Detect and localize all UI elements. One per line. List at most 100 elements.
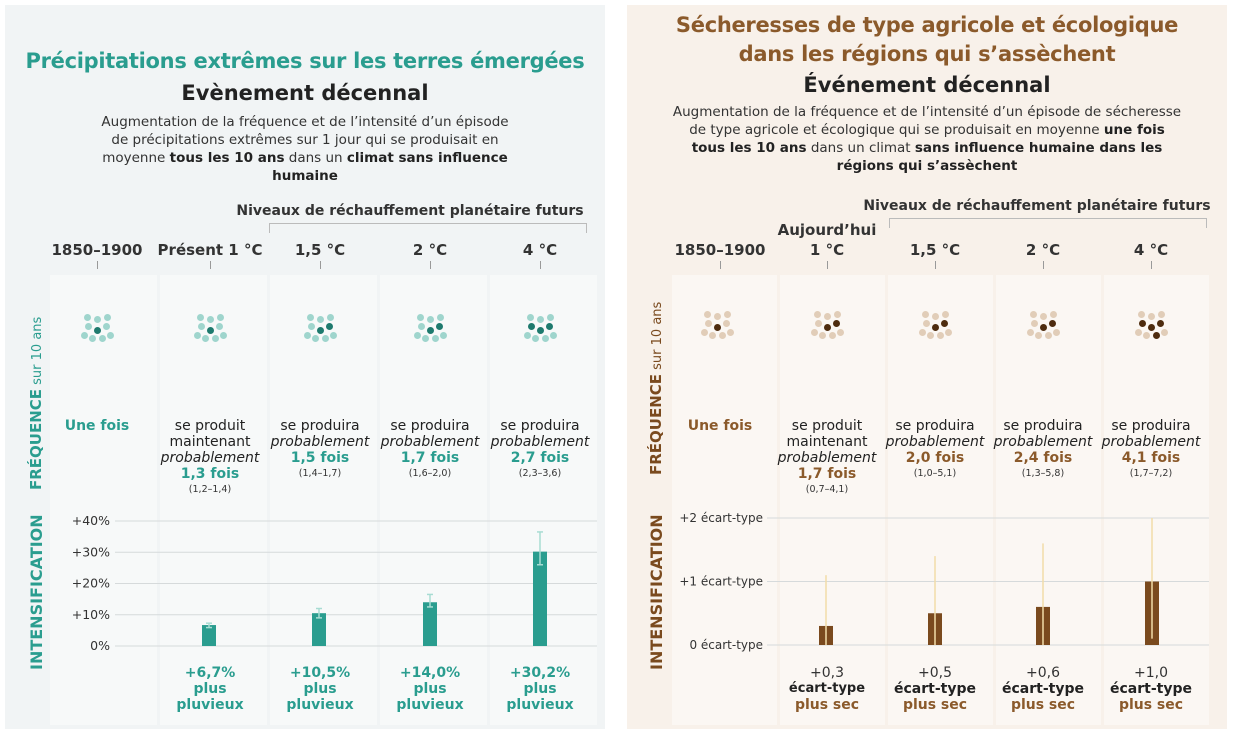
column-bg	[996, 275, 1101, 725]
frequency-dot	[1027, 329, 1034, 336]
frequency-dot	[922, 311, 929, 318]
bar-label: +0,5 écart-type plus sec	[894, 665, 976, 713]
chart-title-line: dans les régions qui s’assèchent	[738, 42, 1116, 66]
y-tick-label: +1 écart-type	[679, 575, 763, 589]
frequency-dot	[1161, 329, 1168, 336]
drought-panel: Sécheresses de type agricole et écologiq…	[627, 5, 1227, 729]
chart-title: Précipitations extrêmes sur les terres é…	[25, 49, 585, 73]
y-tick-label: +20%	[72, 576, 110, 591]
frequency-dot-highlighted	[1148, 324, 1155, 331]
frequency-dot	[308, 323, 315, 330]
future-levels-header: Niveaux de réchauffement planétaire futu…	[236, 203, 584, 219]
bar-label: +1,0 écart-type plus sec	[1110, 665, 1192, 713]
frequency-dot	[532, 335, 539, 342]
frequency-dot-highlighted	[714, 324, 721, 331]
frequency-dot	[103, 323, 110, 330]
frequency-dot	[1035, 332, 1042, 339]
frequency-dot	[81, 332, 88, 339]
chart-subtitle: Evènement décennal	[181, 81, 429, 105]
frequency-dot	[524, 332, 531, 339]
future-levels-header: Niveaux de réchauffement planétaire futu…	[863, 198, 1211, 214]
frequency-dot	[537, 316, 544, 323]
y-tick-label: 0 écart-type	[689, 638, 763, 652]
frequency-dot	[1030, 311, 1037, 318]
frequency-dot-highlighted	[537, 327, 544, 334]
frequency-dot	[212, 335, 219, 342]
frequency-dot	[932, 313, 939, 320]
column-header: 1 °C	[809, 241, 845, 259]
frequency-dot	[542, 335, 549, 342]
frequency-dot	[527, 314, 534, 321]
frequency-dot-highlighted	[94, 327, 101, 334]
column-tick	[935, 261, 936, 269]
frequency-dot	[107, 332, 114, 339]
frequency-dot	[709, 332, 716, 339]
frequency-dot	[304, 332, 311, 339]
column-header: 1,5 °C	[909, 241, 961, 259]
column-header: Présent 1 °C	[157, 241, 263, 259]
frequency-text: se produit maintenant probablement 1,7 fois…	[777, 418, 877, 495]
frequency-dot	[1148, 313, 1155, 320]
frequency-dot	[217, 314, 224, 321]
y-tick-label: 0%	[90, 638, 110, 653]
frequency-dot	[927, 332, 934, 339]
frequency-dot	[837, 329, 844, 336]
frequency-dot-highlighted	[932, 324, 939, 331]
frequency-dot	[85, 323, 92, 330]
frequency-dot	[194, 332, 201, 339]
frequency-dot	[317, 316, 324, 323]
frequency-dot	[207, 316, 214, 323]
frequency-dot	[1158, 311, 1165, 318]
frequency-dot-highlighted	[1153, 332, 1160, 339]
column-tick	[430, 261, 431, 269]
frequency-dot	[550, 332, 557, 339]
column-bg	[1104, 275, 1209, 725]
column-bg	[160, 275, 267, 725]
frequency-dot	[547, 314, 554, 321]
bar-label: +0,3 écart-type plus sec	[788, 665, 866, 713]
column-tick	[320, 261, 321, 269]
bar-label: +30,2% plus pluvieux	[506, 665, 574, 713]
frequency-text: se produira probablement 1,7 fois (1,6–2,0)	[380, 418, 480, 479]
frequency-dot	[198, 323, 205, 330]
chart-subtitle: Événement décennal	[803, 73, 1051, 97]
frequency-dot	[437, 314, 444, 321]
frequency-dot	[811, 329, 818, 336]
chart-description: Augmentation de la fréquence et de l’int…	[101, 114, 509, 184]
frequency-dot-highlighted	[207, 327, 214, 334]
column-header: 4 °C	[1133, 241, 1169, 259]
frequency-dot	[829, 332, 836, 339]
bar	[202, 625, 216, 646]
frequency-dot-highlighted	[833, 320, 840, 327]
frequency-text: se produira probablement 2,7 fois (2,3–3,6)	[490, 418, 590, 479]
frequency-dot	[723, 320, 730, 327]
frequency-dot	[705, 320, 712, 327]
frequency-dot	[99, 335, 106, 342]
today-header: Aujourd’hui	[777, 221, 877, 239]
frequency-dot	[202, 335, 209, 342]
intensification-chart: +2 écart-type +1 écart-type 0 écart-type	[679, 511, 1209, 652]
frequency-dot	[704, 311, 711, 318]
frequency-dot-highlighted	[317, 327, 324, 334]
column-bg	[888, 275, 993, 725]
frequency-text: se produira probablement 4,1 fois (1,7–7,2)	[1101, 418, 1201, 479]
column-bg	[50, 275, 157, 725]
frequency-dot	[824, 313, 831, 320]
column-tick	[540, 261, 541, 269]
frequency-dot	[919, 329, 926, 336]
y-tick-label: +2 écart-type	[679, 511, 763, 525]
frequency-dot	[942, 311, 949, 318]
bar-label: +10,5% plus pluvieux	[286, 665, 354, 713]
future-bracket	[889, 218, 1207, 228]
frequency-dot	[417, 314, 424, 321]
frequency-dot	[427, 316, 434, 323]
frequency-dot	[422, 335, 429, 342]
frequency-dot	[814, 311, 821, 318]
frequency-dot-highlighted	[528, 323, 535, 330]
column-header: 2 °C	[412, 241, 448, 259]
y-tick-label: +30%	[72, 544, 110, 559]
frequency-dot	[1053, 329, 1060, 336]
column-tick	[827, 261, 828, 269]
column-bg	[270, 275, 377, 725]
frequency-dot	[945, 329, 952, 336]
